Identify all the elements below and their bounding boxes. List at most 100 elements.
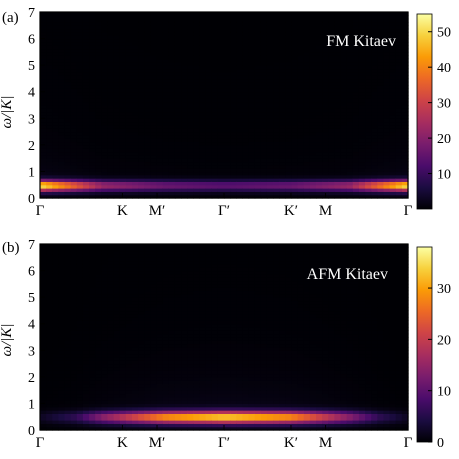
- heatmap-cell: [266, 68, 274, 73]
- heatmap-cell: [199, 91, 207, 96]
- heatmap-cell: [40, 31, 47, 36]
- heatmap-cell: [70, 85, 78, 89]
- heatmap-cell: [58, 18, 66, 23]
- heatmap-cell: [52, 174, 59, 179]
- heatmap-cell: [144, 373, 151, 378]
- heatmap-cell: [119, 356, 127, 361]
- heatmap-cell: [395, 144, 403, 149]
- heatmap-cell: [64, 297, 72, 302]
- heatmap-cell: [113, 396, 121, 401]
- heatmap-cell: [181, 144, 188, 149]
- heatmap-cell: [230, 168, 237, 173]
- heatmap-cell: [162, 350, 170, 355]
- heatmap-cell: [82, 350, 90, 355]
- heatmap-cell: [205, 250, 213, 255]
- heatmap-cell: [144, 267, 151, 272]
- heatmap-cell: [162, 270, 170, 275]
- heatmap-cell: [193, 15, 201, 20]
- heatmap-cell: [199, 403, 207, 408]
- heatmap-cell: [132, 423, 139, 428]
- heatmap-cell: [316, 111, 323, 116]
- heatmap-cell: [107, 260, 115, 265]
- heatmap-cell: [395, 174, 403, 179]
- heatmap-cell: [76, 416, 84, 421]
- heatmap-cell: [174, 263, 182, 268]
- heatmap-cell: [156, 101, 164, 106]
- heatmap-cell: [46, 380, 53, 385]
- heatmap-cell: [383, 108, 391, 113]
- heatmap-cell: [150, 257, 158, 262]
- heatmap-cell: [279, 191, 286, 196]
- heatmap-cell: [377, 188, 385, 192]
- heatmap-cell: [193, 327, 201, 331]
- heatmap-cell: [371, 158, 378, 163]
- heatmap-cell: [107, 91, 115, 96]
- heatmap-cell: [64, 323, 72, 328]
- heatmap-cell: [395, 118, 403, 123]
- heatmap-cell: [236, 38, 243, 43]
- heatmap-cell: [125, 330, 133, 335]
- heatmap-cell: [303, 58, 311, 63]
- heatmap-cell: [260, 55, 268, 60]
- heatmap-cell: [224, 161, 231, 166]
- heatmap-cell: [383, 188, 391, 192]
- heatmap-cell: [125, 420, 133, 424]
- heatmap-cell: [113, 128, 121, 133]
- heatmap-cell: [187, 178, 194, 182]
- heatmap-cell: [70, 68, 78, 73]
- heatmap-cell: [273, 35, 280, 40]
- heatmap-cell: [303, 45, 311, 50]
- heatmap-cell: [316, 101, 323, 106]
- heatmap-cell: [358, 15, 366, 20]
- heatmap-cell: [95, 114, 102, 119]
- heatmap-cell: [205, 400, 213, 405]
- heatmap-cell: [40, 420, 47, 424]
- heatmap-cell: [401, 128, 409, 133]
- heatmap-cell: [346, 128, 354, 133]
- heatmap-cell: [285, 108, 293, 113]
- heatmap-cell: [371, 124, 378, 129]
- heatmap-cell: [113, 154, 121, 159]
- heatmap-cell: [150, 333, 158, 338]
- heatmap-cell: [162, 101, 170, 106]
- heatmap-cell: [113, 25, 121, 30]
- heatmap-cell: [199, 330, 207, 335]
- heatmap-cell: [187, 290, 194, 295]
- heatmap-cell: [64, 290, 72, 295]
- heatmap-cell: [162, 277, 170, 282]
- heatmap-cell: [95, 353, 102, 358]
- heatmap-cell: [377, 184, 385, 189]
- heatmap-cell: [95, 390, 102, 395]
- heatmap-cell: [82, 416, 90, 421]
- heatmap-cell: [371, 48, 378, 53]
- heatmap-cell: [199, 101, 207, 106]
- heatmap-cell: [95, 290, 102, 295]
- heatmap-cell: [395, 191, 403, 196]
- heatmap-cell: [89, 81, 96, 86]
- heatmap-cell: [266, 35, 274, 40]
- heatmap-cell: [334, 171, 342, 176]
- heatmap-cell: [46, 101, 53, 106]
- heatmap-cell: [113, 380, 121, 385]
- heatmap-cell: [193, 366, 201, 371]
- heatmap-cell: [322, 161, 329, 166]
- heatmap-cell: [217, 158, 225, 163]
- heatmap-cell: [70, 244, 78, 248]
- heatmap-cell: [95, 273, 102, 278]
- heatmap-cell: [285, 75, 293, 80]
- heatmap-cell: [316, 108, 323, 113]
- heatmap-cell: [46, 191, 53, 196]
- heatmap-cell: [132, 323, 139, 328]
- heatmap-cell: [144, 21, 151, 26]
- heatmap-cell: [156, 161, 164, 166]
- heatmap-cell: [162, 41, 170, 46]
- heatmap-cell: [322, 124, 329, 129]
- heatmap-cell: [352, 28, 360, 33]
- heatmap-cell: [82, 293, 90, 298]
- heatmap-cell: [401, 81, 409, 86]
- heatmap-cell: [224, 98, 231, 103]
- heatmap-cell: [309, 35, 317, 40]
- heatmap-cell: [144, 181, 151, 186]
- heatmap-cell: [46, 188, 53, 192]
- heatmap-cell: [82, 373, 90, 378]
